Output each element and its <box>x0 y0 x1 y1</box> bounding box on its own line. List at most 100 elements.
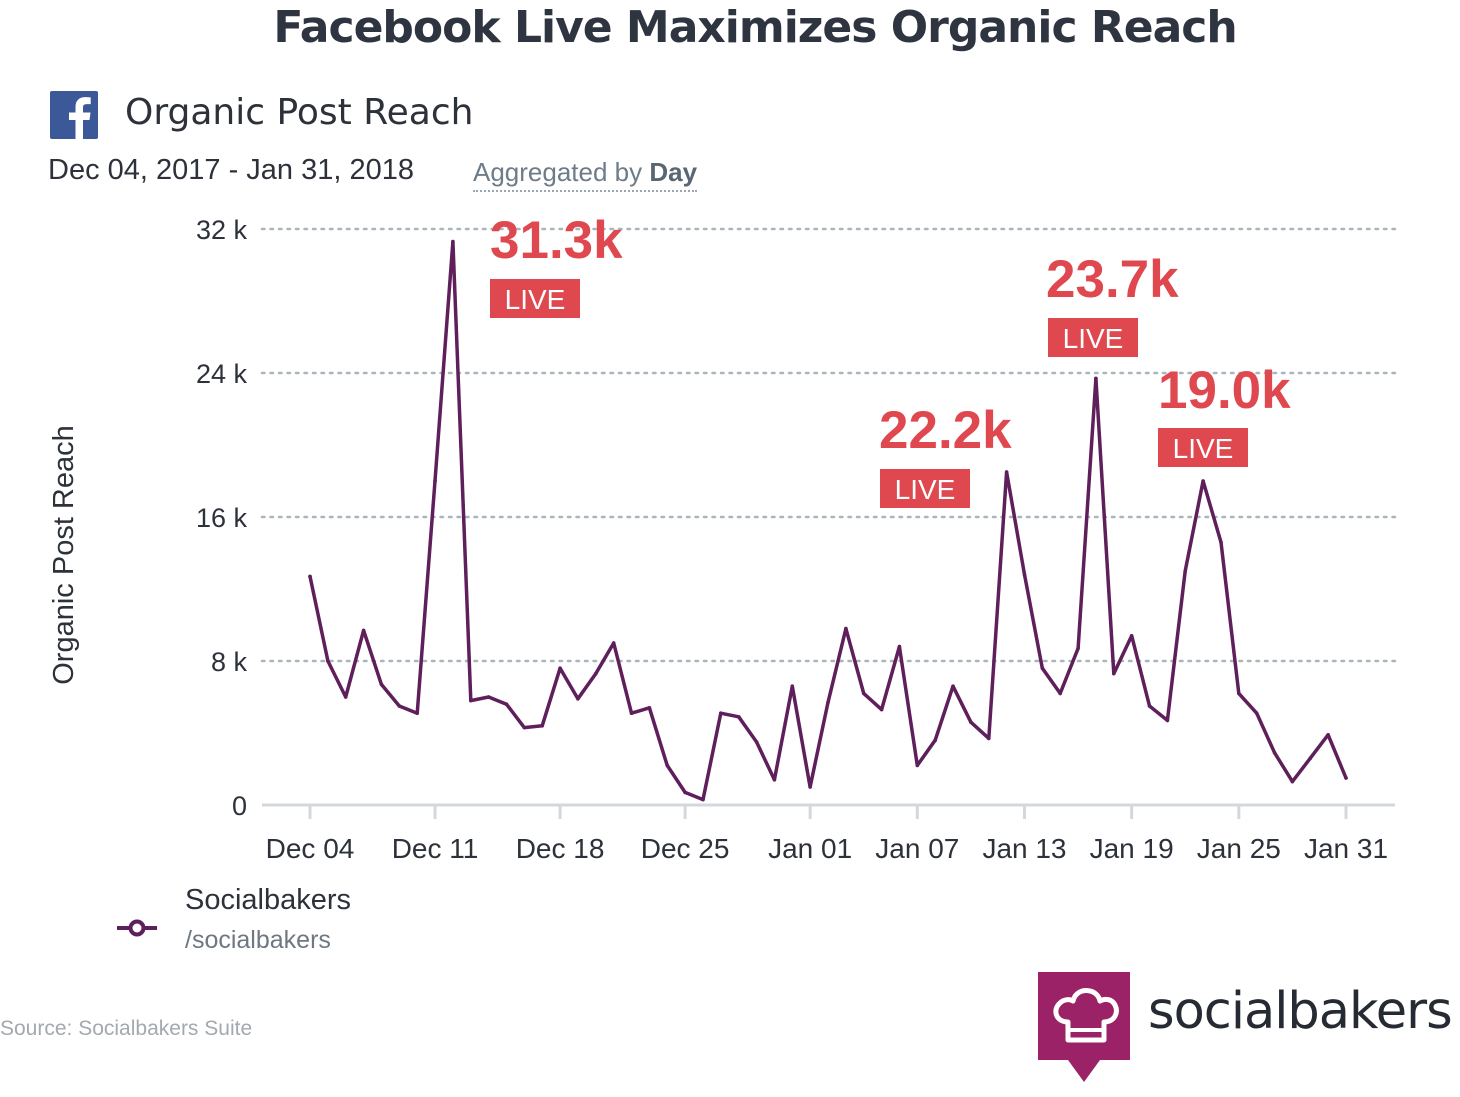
data-point <box>861 691 866 696</box>
series-line <box>308 239 1348 802</box>
data-point <box>1058 691 1063 696</box>
data-point <box>1201 479 1205 483</box>
data-point <box>1094 376 1098 381</box>
x-tick-label: Jan 25 <box>1197 833 1281 864</box>
x-tick-label: Jan 31 <box>1304 833 1388 864</box>
data-point <box>844 626 848 631</box>
data-point <box>486 695 491 699</box>
y-tick-label: 8 k <box>211 647 248 677</box>
data-point <box>593 671 598 676</box>
data-point <box>451 239 455 244</box>
data-point <box>1147 704 1152 708</box>
annotation-value: 19.0k <box>1158 361 1291 420</box>
data-point <box>969 720 973 724</box>
data-point <box>1344 776 1348 780</box>
data-point <box>326 659 330 663</box>
data-point <box>1022 572 1027 577</box>
line-marker-icon <box>117 919 157 937</box>
annotation-tag-box <box>490 279 580 318</box>
data-point <box>683 790 687 795</box>
data-point <box>1183 569 1188 573</box>
data-point <box>647 706 652 710</box>
data-point <box>1272 751 1277 755</box>
x-tick-label: Jan 07 <box>875 833 959 864</box>
y-tick-label: 32 k <box>196 215 248 245</box>
annotation-tag-box <box>1158 428 1248 467</box>
data-point <box>808 785 812 789</box>
x-tick-label: Dec 25 <box>641 833 730 864</box>
annotations: 31.3k LIVE 22.2k LIVE 23.7k LIVE 19.0k LIVE <box>490 211 1291 508</box>
annotation-tag: LIVE <box>1063 323 1124 354</box>
x-tick-label: Dec 18 <box>516 833 605 864</box>
data-point <box>343 695 348 699</box>
data-point <box>1129 634 1134 638</box>
data-point <box>736 715 741 719</box>
series-line-socialbakers <box>308 239 1348 802</box>
x-tick-label: Dec 04 <box>266 833 355 864</box>
data-point <box>1076 646 1080 651</box>
data-point <box>308 574 312 579</box>
data-point <box>986 736 991 741</box>
facebook-icon <box>50 91 98 139</box>
annotation-tag-box <box>1048 318 1138 357</box>
data-point <box>1308 756 1313 760</box>
annotation-value: 31.3k <box>490 211 623 270</box>
data-point <box>1290 779 1295 784</box>
data-point <box>1004 470 1009 474</box>
data-point <box>415 711 419 715</box>
data-point <box>826 700 830 705</box>
x-tick-label: Jan 19 <box>1090 833 1174 864</box>
y-tick-label: 0 <box>232 791 247 821</box>
x-tick-label: Jan 13 <box>982 833 1066 864</box>
data-point <box>772 778 777 782</box>
data-point <box>468 698 473 703</box>
legend-series-name: Socialbakers <box>185 884 352 916</box>
aggregation-value: Day <box>649 157 698 187</box>
data-point <box>1219 540 1223 544</box>
annotation-tag: LIVE <box>895 474 956 505</box>
y-axis-label: Organic Post Reach <box>48 425 80 685</box>
chart-title: Facebook Live Maximizes Organic Reach <box>273 2 1237 53</box>
aggregation-prefix: Aggregated by <box>473 157 643 187</box>
data-point <box>879 707 884 712</box>
data-point <box>361 628 366 633</box>
section-title: Organic Post Reach <box>125 92 474 133</box>
annotation-value: 23.7k <box>1046 250 1179 309</box>
grid-lines <box>260 227 1397 663</box>
data-point <box>933 738 937 742</box>
data-point <box>379 682 384 687</box>
data-point <box>629 711 634 715</box>
x-tick-label: Jan 01 <box>768 833 852 864</box>
y-tick-label: 24 k <box>196 359 248 389</box>
data-point <box>719 711 723 715</box>
brand-wordmark: socialbakers <box>1148 982 1453 1041</box>
data-point <box>540 724 545 728</box>
annotation-value: 22.2k <box>879 401 1012 460</box>
data-point <box>897 644 902 649</box>
legend-series-handle: /socialbakers <box>185 926 331 954</box>
aggregation-selector[interactable]: Aggregated by Day <box>473 157 698 192</box>
data-point <box>1040 666 1045 670</box>
data-point <box>701 797 705 802</box>
data-point <box>665 763 670 768</box>
annotation-tag: LIVE <box>1173 433 1234 464</box>
source-note: Source: Socialbakers Suite <box>0 1017 253 1040</box>
annotation-tag-box <box>880 469 970 508</box>
data-point <box>1326 733 1330 737</box>
data-point <box>397 704 402 708</box>
data-point <box>1165 718 1170 723</box>
data-point <box>790 684 795 688</box>
data-point <box>558 666 562 670</box>
y-tick-label: 16 k <box>196 503 248 533</box>
data-point <box>611 641 616 645</box>
data-point <box>504 702 509 706</box>
date-range: Dec 04, 2017 - Jan 31, 2018 <box>48 154 414 186</box>
data-point <box>915 763 920 768</box>
x-tick-label: Dec 11 <box>392 833 479 864</box>
data-point <box>576 697 580 701</box>
data-point <box>522 725 527 730</box>
data-point <box>1111 671 1116 676</box>
data-point <box>433 479 437 483</box>
annotation-tag: LIVE <box>505 284 566 315</box>
